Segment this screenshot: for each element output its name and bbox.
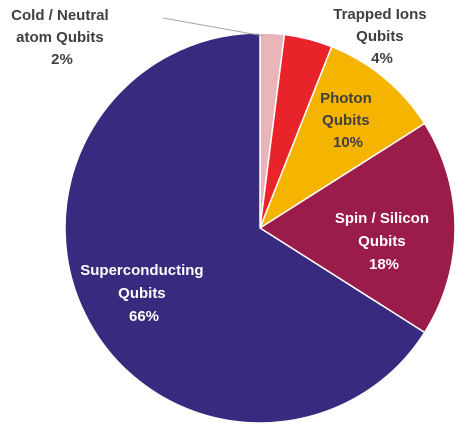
- superconducting-label-line2: Qubits: [118, 285, 166, 302]
- trapped-ions-label-line2: Qubits: [356, 28, 404, 45]
- spin-silicon-label-line1: Spin / Silicon: [335, 210, 429, 227]
- pie-slices: [64, 32, 456, 424]
- trapped-ions-label: Trapped Ions Qubits 4%: [333, 6, 431, 67]
- trapped-ions-label-line1: Trapped Ions: [333, 6, 426, 23]
- superconducting-label-line1: Superconducting: [80, 262, 203, 279]
- cold-atom-label-line2: atom Qubits: [16, 29, 104, 46]
- photon-slice: [259, 45, 426, 229]
- superconducting-slice: [64, 32, 426, 424]
- cold-atom-label-line1: Cold / Neutral: [11, 7, 109, 24]
- cold-atom-label-pct: 2%: [51, 51, 73, 68]
- spin-silicon-label: Spin / Silicon Qubits 18%: [335, 210, 433, 273]
- spin-silicon-label-line2: Qubits: [358, 233, 406, 250]
- cold-atom-leader-line: [162, 17, 265, 37]
- photon-label-line1: Photon: [320, 90, 372, 107]
- superconducting-label: Superconducting Qubits 66%: [80, 262, 208, 325]
- photon-label-line2: Qubits: [322, 112, 370, 129]
- trapped-ions-label-pct: 4%: [371, 50, 393, 67]
- cold-atom-label: Cold / Neutral atom Qubits 2%: [11, 7, 113, 68]
- photon-label: Photon Qubits 10%: [320, 90, 376, 151]
- spin-silicon-slice: [259, 122, 456, 334]
- photon-label-pct: 10%: [333, 134, 363, 151]
- spin-silicon-label-pct: 18%: [369, 256, 399, 273]
- superconducting-label-pct: 66%: [129, 308, 159, 325]
